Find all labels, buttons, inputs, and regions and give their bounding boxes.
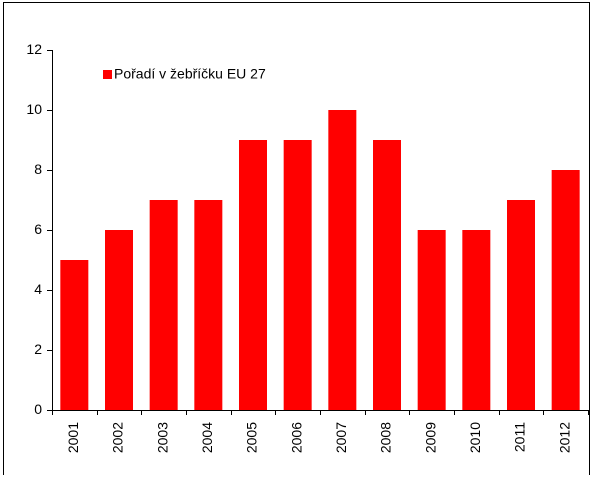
bar (462, 230, 491, 410)
legend-label: Pořadí v žebříčku EU 27 (114, 66, 266, 82)
x-tick-label: 2002 (110, 422, 126, 453)
y-tick-label: 0 (34, 401, 42, 417)
bar (239, 140, 267, 410)
x-tick-label: 2003 (154, 422, 170, 453)
x-tick-label: 2009 (422, 422, 438, 453)
y-tick-label: 4 (34, 281, 42, 297)
y-tick-label: 10 (26, 101, 42, 117)
legend-swatch (103, 70, 112, 79)
bar (283, 140, 312, 410)
bar (328, 110, 357, 410)
bar (105, 230, 133, 410)
bar (149, 200, 178, 410)
x-tick-label: 2001 (65, 422, 81, 453)
y-tick-label: 8 (34, 161, 42, 177)
y-tick-label: 12 (26, 41, 42, 57)
x-tick-label: 2008 (378, 422, 394, 453)
bar (417, 230, 446, 410)
x-tick-label: 2011 (512, 422, 528, 452)
y-tick-label: 6 (34, 221, 42, 237)
x-tick-label: 2007 (333, 422, 349, 453)
y-tick-label: 2 (34, 341, 42, 357)
x-tick-label: 2010 (467, 422, 483, 453)
chart-frame (3, 2, 590, 480)
bar (373, 140, 401, 410)
bar (194, 200, 223, 410)
x-tick-label: 2005 (244, 422, 260, 453)
x-tick-label: 2004 (199, 422, 215, 453)
bar (551, 170, 580, 410)
x-tick-label: 2012 (556, 422, 572, 453)
bar (507, 200, 535, 410)
x-tick-label: 2006 (288, 422, 304, 453)
bar (60, 260, 89, 410)
